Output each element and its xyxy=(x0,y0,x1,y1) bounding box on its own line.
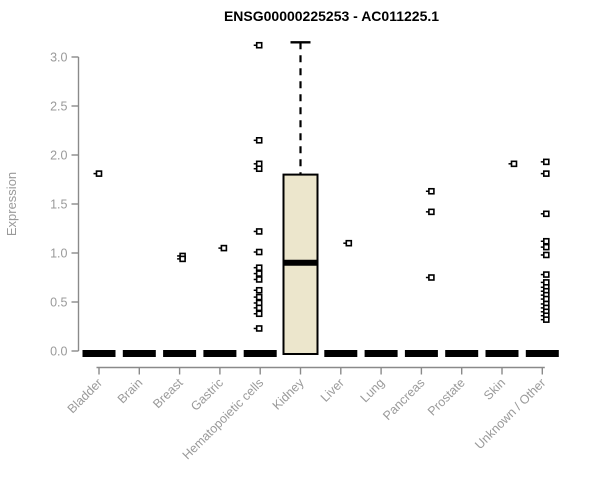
chart-title: ENSG00000225253 - AC011225.1 xyxy=(223,8,440,24)
category-hematopoietic-cells xyxy=(243,41,277,357)
category-brain xyxy=(122,350,156,357)
y-tick-label: 2.5 xyxy=(50,100,67,114)
y-tick-label: 1.5 xyxy=(50,198,67,212)
category-pancreas xyxy=(404,187,438,357)
outlier-point xyxy=(255,286,263,294)
category-breast xyxy=(163,252,197,357)
outlier-point xyxy=(542,243,550,251)
outlier-point xyxy=(255,41,263,49)
category-lung xyxy=(364,350,398,357)
y-tick-label: 3.0 xyxy=(50,51,67,65)
x-category-label: Unknown / Other xyxy=(472,376,548,452)
category-liver xyxy=(324,239,358,357)
zero-bar xyxy=(163,350,197,357)
y-axis-title: Expression xyxy=(4,172,19,236)
outlier-point xyxy=(542,271,550,278)
category-gastric xyxy=(203,244,237,357)
outlier-point xyxy=(255,165,263,173)
zero-bar xyxy=(122,350,156,357)
outlier-point xyxy=(542,170,550,177)
x-category-label: Skin xyxy=(481,376,508,403)
category-bladder xyxy=(82,170,116,357)
zero-bar xyxy=(485,350,519,357)
outlier-point xyxy=(542,251,550,259)
y-tick-label: 0.5 xyxy=(50,296,67,310)
x-category-label: Liver xyxy=(318,376,347,405)
outlier-point xyxy=(255,293,263,301)
outlier-point xyxy=(179,255,186,263)
zero-bar xyxy=(445,350,479,357)
x-category-label: Bladder xyxy=(65,376,105,416)
outlier-point xyxy=(255,137,263,144)
zero-bar xyxy=(364,350,398,357)
category-unknown-other xyxy=(525,158,559,357)
x-category-label: Breast xyxy=(150,375,186,411)
outlier-point xyxy=(255,325,263,332)
y-tick-label: 1.0 xyxy=(50,247,67,261)
x-category-label: Gastric xyxy=(188,376,226,414)
outlier-point xyxy=(255,228,263,235)
x-category-label: Kidney xyxy=(270,375,307,412)
outlier-point xyxy=(255,248,263,256)
zero-bar xyxy=(404,350,438,357)
x-category-label: Prostate xyxy=(425,376,468,419)
outlier-point xyxy=(95,170,103,177)
zero-bar xyxy=(525,350,559,357)
outlier-point xyxy=(220,244,228,252)
zero-bar xyxy=(203,350,237,357)
category-prostate xyxy=(445,350,479,357)
category-kidney xyxy=(282,41,319,355)
outlier-point xyxy=(255,264,263,272)
outlier-point xyxy=(345,239,353,247)
zero-bar xyxy=(82,350,116,357)
y-tick-label: 0.0 xyxy=(50,345,67,359)
x-category-label: Hematopoietic cells xyxy=(180,376,267,463)
outlier-point xyxy=(428,187,435,195)
outlier-point xyxy=(542,316,550,323)
zero-bar xyxy=(243,350,277,357)
outlier-point xyxy=(255,270,263,277)
outlier-point xyxy=(255,310,263,318)
outlier-point xyxy=(255,276,263,283)
outlier-point xyxy=(542,210,550,218)
outlier-point xyxy=(255,304,263,312)
x-category-label: Brain xyxy=(115,376,146,407)
outlier-point xyxy=(542,158,550,166)
outlier-point xyxy=(428,274,435,281)
y-tick-label: 2.0 xyxy=(50,149,67,163)
outlier-point xyxy=(542,237,550,245)
category-skin xyxy=(485,160,519,357)
x-category-label: Pancreas xyxy=(380,376,427,423)
outlier-point xyxy=(510,160,518,168)
outlier-point xyxy=(428,208,435,216)
zero-bar xyxy=(324,350,358,357)
x-category-label: Lung xyxy=(358,376,388,406)
